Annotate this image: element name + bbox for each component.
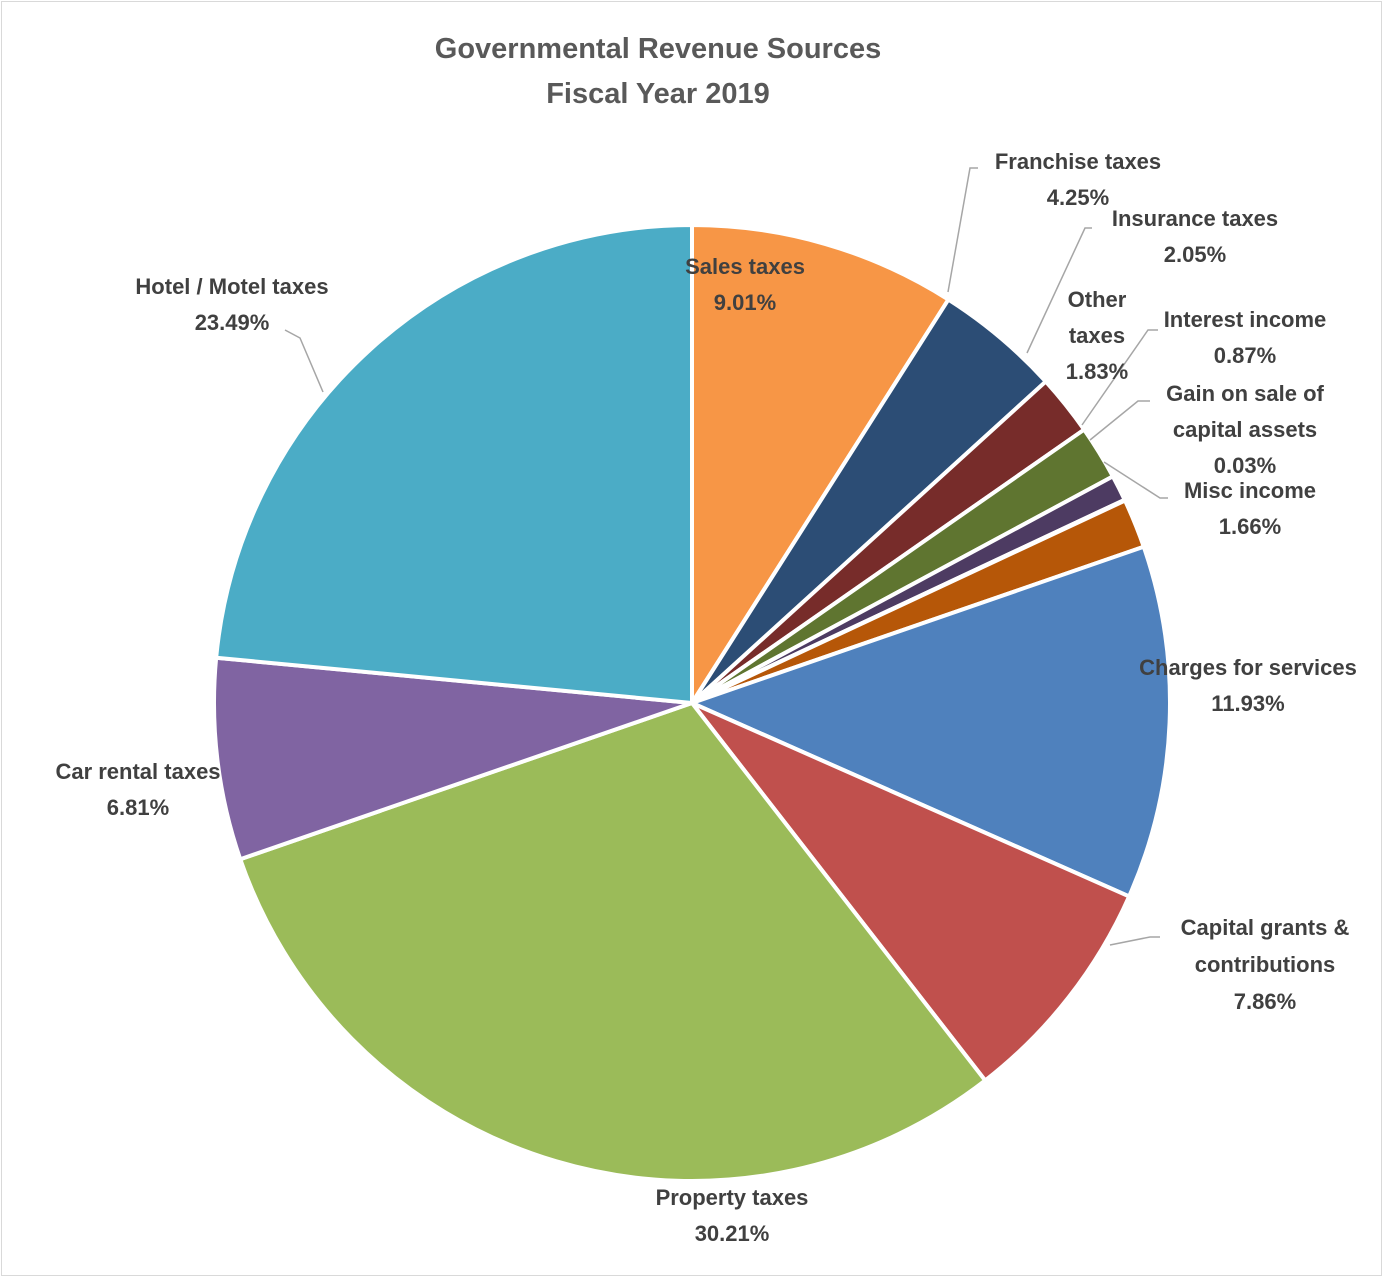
- slice-labels: Sales taxes 9.01% Franchise taxes 4.25%Insu…: [55, 149, 1356, 1246]
- leader-line-gain-on-sale-of-capital-assets: [1089, 400, 1150, 441]
- pie-slice-sales-taxes: [690, 223, 951, 705]
- chart-title-line-1: Governmental Revenue Sources: [435, 33, 881, 65]
- slice-label-car-rental-taxes: Car rental taxes 6.81%: [55, 759, 220, 820]
- slice-label-other-taxes: Other taxes 1.83%: [1066, 287, 1128, 384]
- slice-label-gain-on-sale-of-capital-assets: Gain on sale of capital assets 0.03%: [1166, 381, 1324, 478]
- pie-slice-capital-grants-contributions: [690, 701, 1132, 1083]
- slice-label-hotel-motel-taxes: Hotel / Motel taxes 23.49%: [135, 274, 328, 335]
- leader-line-misc-income: [1103, 461, 1168, 499]
- leader-lines: [284, 167, 1168, 946]
- slice-label-misc-income: Misc income 1.66%: [1184, 478, 1316, 539]
- leader-line-capital-grants-contributions: [1109, 936, 1160, 946]
- pie-slice-car-rental-taxes: [212, 655, 694, 862]
- slice-label-insurance-taxes: Insurance taxes 2.05%: [1112, 206, 1278, 267]
- slice-label-franchise-taxes: Franchise taxes 4.25%: [995, 149, 1161, 210]
- leader-line-insurance-taxes: [1026, 227, 1092, 354]
- leader-line-interest-income: [1081, 329, 1158, 426]
- chart-title-line-2: Fiscal Year 2019: [546, 78, 770, 110]
- leader-line-hotel-motel-taxes: [284, 329, 324, 393]
- pie-slice-charges-for-services: [690, 544, 1172, 899]
- slice-label-charges-for-services: Charges for services 11.93%: [1139, 655, 1357, 716]
- pie-slice-property-taxes: [238, 701, 988, 1183]
- slice-label-sales-taxes: Sales taxes 9.01%: [685, 254, 805, 315]
- slice-label-interest-income: Interest income 0.87%: [1164, 307, 1327, 368]
- pie-slices: [212, 223, 1172, 1183]
- slice-label-capital-grants-contributions: Capital grants & contributions 7.86%: [1181, 915, 1350, 1014]
- slice-label-property-taxes: Property taxes 30.21%: [656, 1185, 809, 1246]
- leader-line-franchise-taxes: [947, 167, 978, 293]
- pie-slice-hotel-motel-taxes: [214, 223, 694, 705]
